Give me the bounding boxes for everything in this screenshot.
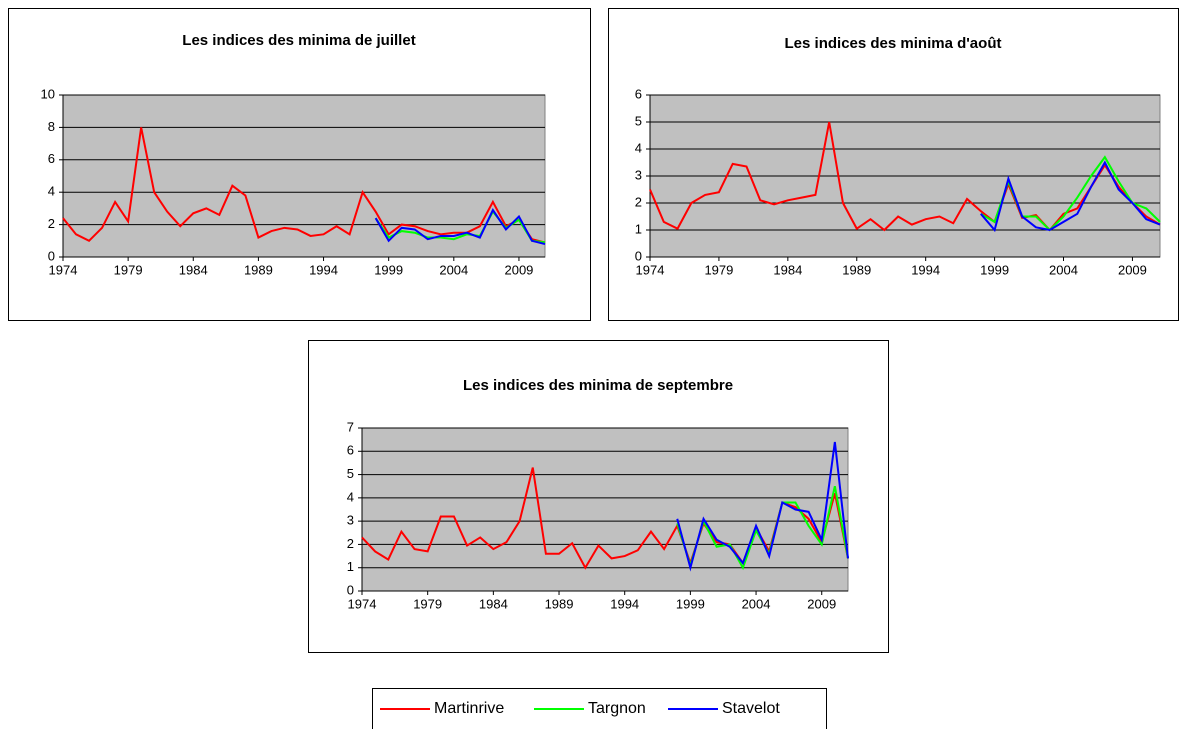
y-tick-label: 7 xyxy=(347,419,354,434)
x-tick-label: 1979 xyxy=(704,262,733,277)
y-tick-label: 2 xyxy=(635,194,642,209)
x-tick-label: 1989 xyxy=(842,262,871,277)
series-line xyxy=(980,160,1161,233)
x-tick-label: 1984 xyxy=(479,596,508,611)
y-tick-label: 1 xyxy=(347,559,354,574)
chart-title: Les indices des minima de septembre xyxy=(463,377,733,394)
x-tick-label: 1974 xyxy=(348,596,377,611)
y-tick-label: 0 xyxy=(635,248,642,263)
chart-title: Les indices des minima d'août xyxy=(785,35,1002,52)
y-tick-label: 2 xyxy=(347,536,354,551)
series-line xyxy=(676,441,849,572)
y-tick-label: 3 xyxy=(635,167,642,182)
x-tick-label: 1999 xyxy=(676,596,705,611)
series-line xyxy=(649,121,1161,232)
y-tick-label: 4 xyxy=(48,184,55,199)
x-tick-label: 2009 xyxy=(504,262,533,277)
x-tick-label: 1979 xyxy=(114,262,143,277)
x-tick-label: 2004 xyxy=(742,596,771,611)
y-tick-label: 6 xyxy=(48,151,55,166)
y-tick-label: 5 xyxy=(635,113,642,128)
x-tick-label: 1974 xyxy=(636,262,665,277)
x-tick-label: 1989 xyxy=(244,262,273,277)
y-tick-label: 1 xyxy=(635,221,642,236)
x-tick-label: 2004 xyxy=(439,262,468,277)
x-tick-label: 1994 xyxy=(309,262,338,277)
x-tick-label: 1984 xyxy=(179,262,208,277)
x-tick-label: 1994 xyxy=(610,596,639,611)
plot-area xyxy=(62,94,546,258)
y-tick-label: 5 xyxy=(347,466,354,481)
series-line xyxy=(374,207,546,246)
y-tick-label: 6 xyxy=(635,86,642,101)
x-tick-label: 2009 xyxy=(807,596,836,611)
plot-area xyxy=(361,427,849,592)
legend-frame xyxy=(372,688,827,729)
x-tick-label: 1994 xyxy=(911,262,940,277)
y-tick-label: 3 xyxy=(347,513,354,528)
x-tick-label: 1999 xyxy=(980,262,1009,277)
legend-label: Martinrive xyxy=(434,700,504,717)
y-tick-label: 4 xyxy=(347,489,354,504)
chart-title: Les indices des minima de juillet xyxy=(182,32,415,49)
y-tick-label: 0 xyxy=(48,248,55,263)
y-tick-label: 0 xyxy=(347,582,354,597)
y-tick-label: 4 xyxy=(635,140,642,155)
x-tick-label: 1999 xyxy=(374,262,403,277)
x-tick-label: 1984 xyxy=(773,262,802,277)
x-tick-label: 2004 xyxy=(1049,262,1078,277)
x-tick-label: 2009 xyxy=(1118,262,1147,277)
legend-label: Targnon xyxy=(588,700,646,717)
x-tick-label: 1974 xyxy=(49,262,78,277)
y-tick-label: 6 xyxy=(347,443,354,458)
x-tick-label: 1989 xyxy=(545,596,574,611)
y-tick-label: 10 xyxy=(41,86,55,101)
series-line xyxy=(374,209,546,244)
x-tick-label: 1979 xyxy=(413,596,442,611)
series-line xyxy=(361,467,849,570)
legend-label: Stavelot xyxy=(722,700,780,717)
y-tick-label: 2 xyxy=(48,216,55,231)
y-tick-label: 8 xyxy=(48,119,55,134)
